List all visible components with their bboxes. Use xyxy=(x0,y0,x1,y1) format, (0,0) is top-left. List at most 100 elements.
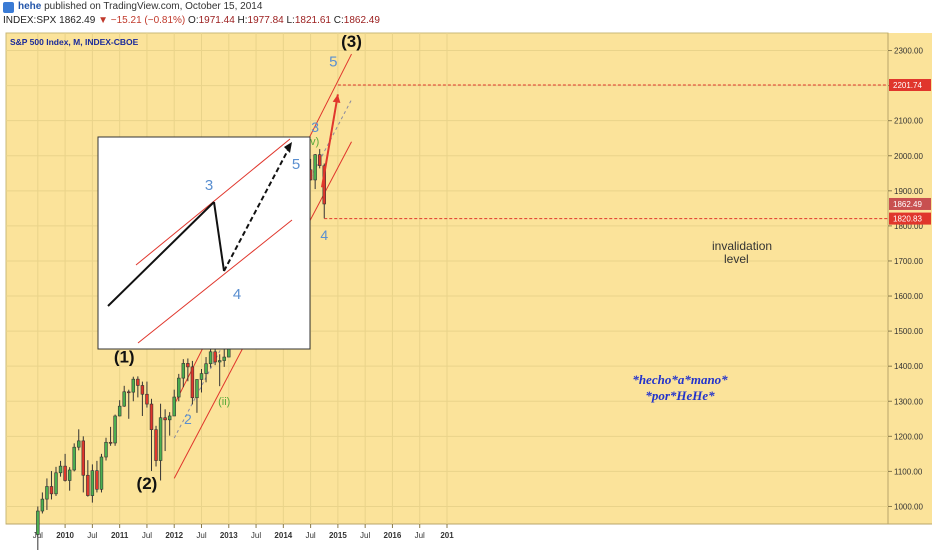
candle-body[interactable] xyxy=(95,470,99,490)
price-marker-box xyxy=(889,212,931,225)
signature-text: *hecho*a*mano* xyxy=(632,372,728,387)
x-tick-label: 201 xyxy=(440,531,454,540)
candle-body[interactable] xyxy=(167,415,172,421)
x-tick-label: Jul xyxy=(196,531,206,540)
inset-diagram[interactable] xyxy=(97,136,311,350)
price-axis[interactable] xyxy=(888,33,932,524)
candle-body[interactable] xyxy=(49,486,54,495)
wave-label: (2) xyxy=(137,474,158,493)
wave-label: 2 xyxy=(184,411,192,427)
candle-body[interactable] xyxy=(177,377,181,398)
candle-body[interactable] xyxy=(67,469,72,481)
y-tick-label: 1200.00 xyxy=(894,432,923,441)
inset-wave-impulse xyxy=(107,201,215,307)
candle-body[interactable] xyxy=(81,440,85,476)
x-tick-label: Jul xyxy=(415,531,425,540)
projection-arrow xyxy=(320,94,339,188)
candle-body[interactable] xyxy=(90,470,95,496)
candle-body[interactable] xyxy=(186,363,190,368)
price-marker-label: 2201.74 xyxy=(893,81,922,90)
inset-wave-correction xyxy=(213,201,225,272)
candle-body[interactable] xyxy=(190,366,195,399)
price-chart[interactable]: 1000.00 1100.00 1200.00 1300.00 1400.00 1500.… xyxy=(0,30,932,550)
candle-body[interactable] xyxy=(158,417,163,461)
price-marker-label: 1862.49 xyxy=(893,200,922,209)
candle-body[interactable] xyxy=(36,510,40,535)
inset-wave-label: 5 xyxy=(292,156,300,173)
x-tick-label: Jul xyxy=(360,531,370,540)
candle-body[interactable] xyxy=(127,391,131,394)
y-tick-label: 1400.00 xyxy=(894,362,923,371)
candle-body[interactable] xyxy=(54,472,58,495)
candle-body[interactable] xyxy=(172,396,176,417)
chart-title: S&P 500 Index, M, INDEX-CBOE xyxy=(10,37,139,47)
candle-body[interactable] xyxy=(117,405,122,417)
x-tick-label: Jul xyxy=(305,531,315,540)
quote-line: INDEX:SPX 1862.49 ▼ −15.21 (−0.81%) O:19… xyxy=(3,15,380,26)
price-marker-label: 1820.83 xyxy=(893,215,922,224)
close-label: C: xyxy=(333,15,344,26)
published-text: published on TradingView.com, October 15… xyxy=(44,1,263,12)
candle-body[interactable] xyxy=(313,154,317,181)
x-tick-label: 2010 xyxy=(56,531,74,540)
y-tick-label: 1500.00 xyxy=(894,327,923,336)
wave-label: 5 xyxy=(329,53,337,70)
x-tick-label: 2014 xyxy=(274,531,292,540)
author-name[interactable]: hehe xyxy=(18,1,42,12)
candle-body[interactable] xyxy=(45,486,49,500)
candle-body[interactable] xyxy=(86,474,90,496)
x-tick-label: 2015 xyxy=(329,531,347,540)
y-tick-label: 2000.00 xyxy=(894,152,923,161)
candle-body[interactable] xyxy=(140,385,145,395)
x-tick-label: 2013 xyxy=(220,531,238,540)
candle-body[interactable] xyxy=(199,373,204,380)
y-tick-label: 1900.00 xyxy=(894,187,923,196)
candle-body[interactable] xyxy=(104,441,108,458)
wave-label: 4 xyxy=(320,227,328,243)
wave-label: (ii) xyxy=(218,396,230,408)
last-price: 1862.49 xyxy=(59,15,96,26)
symbol-label: INDEX:SPX xyxy=(3,15,57,26)
candle-body[interactable] xyxy=(77,440,81,448)
candle-body[interactable] xyxy=(222,356,226,361)
high-label: H: xyxy=(237,15,248,26)
candle-body[interactable] xyxy=(154,429,158,461)
candle-body[interactable] xyxy=(63,465,67,481)
candle-body[interactable] xyxy=(108,441,113,444)
candle-body[interactable] xyxy=(181,363,186,379)
candle-body[interactable] xyxy=(213,351,217,363)
inset-channel-lower xyxy=(137,219,293,344)
tradingview-logo-icon xyxy=(3,2,14,13)
candle-body[interactable] xyxy=(149,403,154,430)
candle-body[interactable] xyxy=(136,378,140,386)
inset-wave-label: 3 xyxy=(205,177,213,194)
channel-middle-line[interactable] xyxy=(173,99,352,439)
candle-body[interactable] xyxy=(317,154,322,166)
candle-body[interactable] xyxy=(72,446,76,471)
price-marker-box xyxy=(889,78,931,91)
x-tick-label: 2011 xyxy=(111,531,129,540)
price-marker-box xyxy=(889,197,931,210)
candle-body[interactable] xyxy=(113,415,117,444)
candle-body[interactable] xyxy=(204,363,208,374)
candle-body[interactable] xyxy=(217,360,222,363)
x-tick-label: Jul xyxy=(87,531,97,540)
down-triangle-icon: ▼ xyxy=(98,15,108,26)
candle-body[interactable] xyxy=(145,393,149,405)
inset-wave-projection xyxy=(223,149,289,272)
candle-body[interactable] xyxy=(195,379,199,399)
y-tick-label: 2100.00 xyxy=(894,117,923,126)
projection-arrow-head xyxy=(332,94,341,104)
inset-arrow-head xyxy=(284,142,292,153)
candle-body[interactable] xyxy=(40,498,45,512)
y-tick-label: 1600.00 xyxy=(894,292,923,301)
candle-body[interactable] xyxy=(99,456,104,490)
candle-body[interactable] xyxy=(131,378,136,393)
candle-body[interactable] xyxy=(122,391,126,407)
y-tick-label: 1700.00 xyxy=(894,257,923,266)
candle-body[interactable] xyxy=(208,351,213,365)
low-label: L: xyxy=(286,15,295,26)
candle-body[interactable] xyxy=(58,465,63,474)
candle-body[interactable] xyxy=(163,417,167,421)
inset-wave-label: 4 xyxy=(233,286,241,303)
